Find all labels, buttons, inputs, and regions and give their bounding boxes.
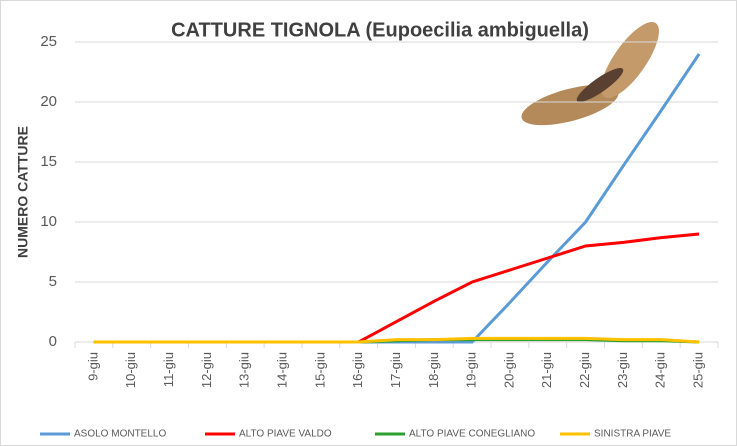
x-tick-label: 13-giu (237, 352, 252, 388)
y-tick-label: 0 (49, 333, 57, 350)
x-tick-label: 9-giu (85, 352, 100, 381)
legend-label: ASOLO MONTELLO (74, 429, 166, 440)
x-tick-label: 24-giu (653, 352, 668, 388)
legend-label: SINISTRA PIAVE (594, 429, 671, 440)
x-tick-label: 20-giu (501, 352, 516, 388)
moth-body (576, 67, 624, 103)
chart-title: CATTURE TIGNOLA (Eupoecilia ambiguella) (171, 19, 589, 41)
x-tick-label: 10-giu (123, 352, 138, 388)
y-tick-label: 25 (40, 33, 57, 50)
x-tick-label: 14-giu (274, 352, 289, 388)
x-tick-label: 17-giu (388, 352, 403, 388)
x-tick-label: 22-giu (577, 352, 592, 388)
x-tick-label: 16-giu (350, 352, 365, 388)
x-tick-label: 23-giu (615, 352, 630, 388)
y-tick-label: 5 (49, 273, 57, 290)
moth (521, 22, 659, 126)
y-axis-label: NUMERO CATTURE (15, 126, 31, 258)
x-tick-label: 21-giu (539, 352, 554, 388)
x-tick-label: 11-giu (161, 352, 176, 387)
y-tick-label: 10 (40, 213, 57, 230)
y-tick-label: 15 (40, 153, 57, 170)
x-tick-label: 25-giu (691, 352, 706, 388)
x-tick-label: 12-giu (199, 352, 214, 388)
x-tick-label: 18-giu (426, 352, 441, 388)
x-tick-label: 15-giu (312, 352, 327, 388)
x-tick-label: 19-giu (464, 352, 479, 388)
legend-label: ALTO PIAVE VALDO (239, 429, 332, 440)
y-tick-label: 20 (40, 93, 57, 110)
series-line (93, 336, 700, 344)
legend-label: ALTO PIAVE CONEGLIANO (409, 429, 535, 440)
